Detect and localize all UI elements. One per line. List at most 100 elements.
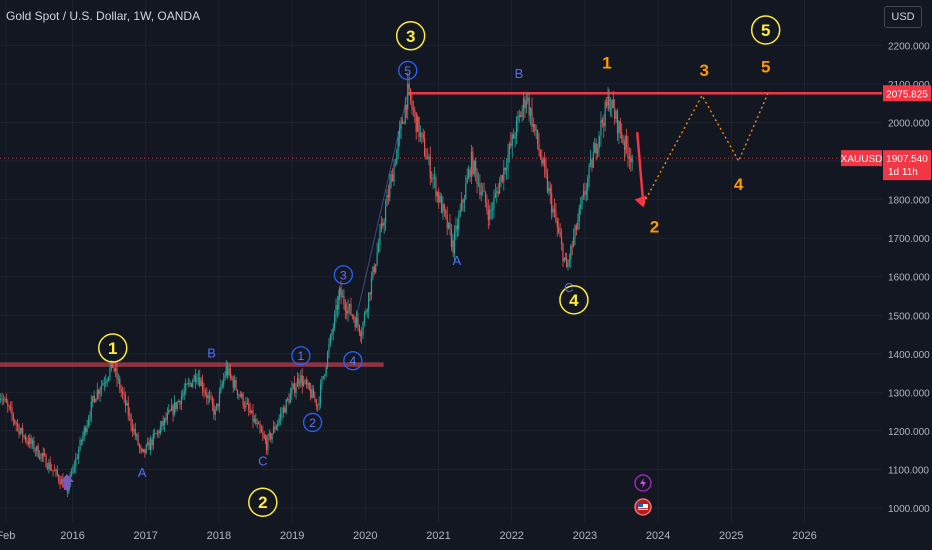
- candle-body: [348, 304, 351, 308]
- candle-body: [87, 419, 90, 426]
- candle-body: [588, 165, 590, 179]
- candle-body: [70, 472, 73, 475]
- wave-label-1[interactable]: 1: [602, 54, 611, 73]
- candle-body: [340, 287, 342, 298]
- candle-body: [76, 458, 78, 460]
- time-axis[interactable]: Feb 2016 2017 2018 2019 2020 2021 2022 2023 2024 2…: [0, 530, 817, 542]
- candle-body: [26, 440, 28, 442]
- x-tick-label: 2024: [646, 530, 670, 542]
- purple-arrow-icon[interactable]: [60, 474, 74, 490]
- candle-body: [581, 196, 583, 205]
- x-tick-label: 2018: [207, 530, 231, 542]
- wave-label-3[interactable]: 3: [395, 21, 426, 51]
- wave-label-B[interactable]: B: [515, 66, 524, 81]
- price-tags: 2075.825 XAUUSD 1907.540 1d 11h: [841, 85, 931, 181]
- candle-body: [331, 332, 333, 336]
- candle-body: [154, 433, 156, 435]
- candle-body: [615, 111, 617, 119]
- wave-label-2[interactable]: 2: [302, 412, 323, 433]
- candle-body: [346, 310, 348, 314]
- candle-body: [241, 393, 243, 397]
- candle-body: [501, 175, 504, 182]
- us-flag-event-icon[interactable]: [634, 498, 652, 516]
- candle-body: [217, 403, 219, 407]
- wave-label-2[interactable]: 2: [248, 487, 278, 517]
- candle-body: [89, 417, 91, 420]
- wave-label-C[interactable]: C: [258, 454, 267, 469]
- candle-body: [228, 368, 230, 376]
- candle-body: [568, 259, 571, 263]
- candle-body: [614, 108, 616, 119]
- wave-label-A[interactable]: A: [138, 465, 147, 480]
- candle-body: [257, 423, 260, 425]
- candle-body: [406, 104, 408, 110]
- candle-body: [278, 418, 280, 423]
- x-tick-label: 2022: [499, 530, 523, 542]
- wave-label-1[interactable]: 1: [98, 333, 128, 363]
- resistance-price-tag: [883, 85, 931, 102]
- candle-body: [393, 164, 395, 182]
- candle-body: [487, 209, 489, 220]
- candle-body: [578, 208, 580, 221]
- candle-body: [58, 475, 60, 481]
- wave-label-5[interactable]: 5: [761, 57, 770, 76]
- wave-label-1[interactable]: 1: [291, 346, 311, 366]
- candle-body: [354, 319, 356, 328]
- price-axis[interactable]: 2200.0002100.0002000.0001900.0001800.000…: [888, 41, 930, 515]
- candle-body: [78, 450, 80, 459]
- wave-label-4[interactable]: 4: [559, 285, 589, 315]
- candle-body: [11, 407, 13, 415]
- wave-label-4[interactable]: 4: [734, 175, 744, 194]
- wave-label-A[interactable]: A: [452, 253, 461, 268]
- candle-body: [384, 206, 387, 223]
- candle-body: [409, 88, 412, 101]
- candle-body: [4, 398, 6, 400]
- candle-body: [172, 405, 174, 415]
- lightning-event-icon[interactable]: [634, 474, 652, 492]
- candle-body: [221, 384, 223, 386]
- wave-number: 3: [340, 268, 347, 282]
- candle-body: [305, 380, 308, 385]
- candle-body: [117, 378, 119, 380]
- candle-body: [517, 116, 519, 121]
- wave-circle: [333, 265, 353, 285]
- wave-label-B[interactable]: B: [207, 346, 216, 361]
- candle-body: [442, 204, 444, 213]
- candle-body: [473, 160, 475, 175]
- wave-label-2[interactable]: 2: [650, 217, 659, 236]
- candle-body: [377, 244, 380, 253]
- wave-label-4[interactable]: 4: [343, 351, 363, 371]
- candle-body: [75, 458, 77, 467]
- candle-body: [238, 394, 240, 396]
- candle-body: [199, 377, 201, 386]
- candle-body: [322, 376, 324, 379]
- x-tick-label: 2016: [60, 530, 84, 542]
- candle-body: [162, 421, 164, 426]
- candle-body: [452, 240, 454, 253]
- candle-body: [286, 398, 289, 400]
- candle-body: [253, 419, 255, 422]
- wave-label-5[interactable]: 5: [750, 15, 781, 45]
- candle-body: [109, 368, 111, 378]
- candle-body: [542, 159, 544, 164]
- candle-body: [318, 403, 320, 405]
- candle-body: [7, 402, 9, 406]
- candle-body: [527, 97, 529, 101]
- wave-circle: [302, 412, 323, 433]
- wave-label-3[interactable]: 3: [699, 61, 708, 80]
- currency-button[interactable]: USD: [884, 6, 922, 28]
- y-tick-label: 1600.000: [888, 273, 930, 284]
- candle-body: [483, 190, 485, 192]
- wave-label-C[interactable]: C: [564, 280, 573, 295]
- wave-label-3[interactable]: 3: [333, 265, 353, 285]
- candle-body: [482, 190, 484, 193]
- down-arrow-shaft: [635, 132, 645, 206]
- candle-body: [507, 154, 509, 169]
- candle-body: [82, 435, 84, 442]
- wave-label-5[interactable]: 5: [398, 60, 418, 81]
- candle-body: [493, 197, 495, 210]
- candle-body: [362, 322, 364, 336]
- candle-body: [435, 177, 437, 197]
- candle-body: [325, 367, 327, 375]
